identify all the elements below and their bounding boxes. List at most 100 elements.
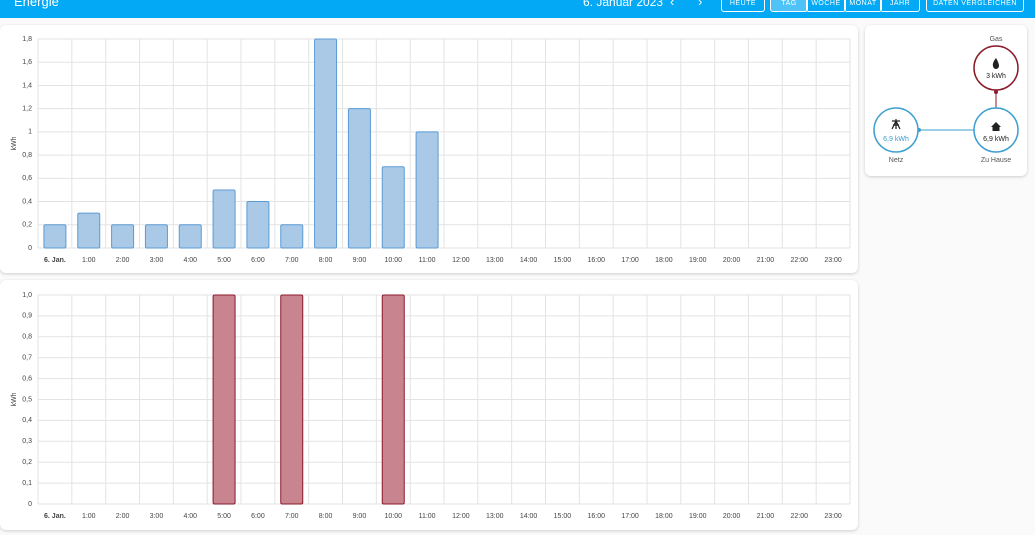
- x-tick-label: 23:00: [824, 513, 842, 520]
- x-tick-label: 1:00: [82, 513, 96, 520]
- x-tick-label: 6:00: [251, 257, 265, 264]
- x-tick-label: 5:00: [217, 513, 231, 520]
- x-tick-label: 14:00: [520, 257, 538, 264]
- year-button[interactable]: JAHR: [880, 0, 920, 12]
- x-tick-label: 18:00: [655, 257, 673, 264]
- grid-label: Netz: [889, 157, 904, 164]
- y-tick-label: 0,7: [22, 355, 32, 362]
- x-tick-label: 3:00: [150, 257, 164, 264]
- y-tick-label: 0,9: [22, 313, 32, 320]
- x-tick-label: 11:00: [419, 257, 436, 264]
- y-tick-label: 0,5: [22, 396, 32, 403]
- x-tick-label: 18:00: [655, 513, 673, 520]
- x-tick-label: 9:00: [353, 513, 367, 520]
- flow-dot: [994, 90, 998, 94]
- today-button[interactable]: HEUTE: [721, 0, 765, 12]
- x-tick-label: 13:00: [486, 513, 504, 520]
- bar: [246, 201, 270, 249]
- grid-node: [873, 107, 919, 153]
- next-button[interactable]: ›: [698, 0, 703, 9]
- app-header: Energie 6. Januar 2023 ‹ › HEUTE TAG WOC…: [0, 0, 1035, 18]
- bar: [178, 224, 202, 249]
- y-tick-label: 1,4: [22, 82, 32, 89]
- x-tick-label: 10:00: [384, 257, 402, 264]
- week-button[interactable]: WOCHE: [806, 0, 846, 12]
- x-tick-label: 7:00: [285, 513, 299, 520]
- x-tick-label: 6. Jan.: [44, 513, 66, 520]
- y-tick-label: 0,8: [22, 152, 32, 159]
- bar: [381, 294, 405, 505]
- x-tick-label: 21:00: [757, 513, 775, 520]
- bar: [144, 224, 168, 249]
- grid-value: 6,9 kWh: [883, 136, 909, 143]
- x-tick-label: 1:00: [82, 257, 96, 264]
- y-tick-label: 0,2: [22, 459, 32, 466]
- x-tick-label: 17:00: [621, 257, 639, 264]
- x-tick-label: 12:00: [452, 257, 470, 264]
- energy-flow: Gas 3 kWh 6,9 kWh Netz 6,9 kWh Zu Hause: [873, 36, 1019, 164]
- y-tick-label: 1,0: [22, 292, 32, 299]
- x-tick-label: 22:00: [790, 513, 808, 520]
- x-tick-label: 15:00: [554, 513, 572, 520]
- chart: 0 0,2 0,4 0,6 0,8 1 1,2 1,4 1,6 1,8 kWh 6. Jan. 1:00…: [11, 36, 851, 264]
- y-tick-label: 0,4: [22, 198, 32, 205]
- y-tick-label: 0,4: [22, 417, 32, 424]
- x-tick-label: 19:00: [689, 257, 707, 264]
- y-tick-label: 1,2: [22, 106, 32, 113]
- y-tick-label: 0,6: [22, 175, 32, 182]
- y-axis-label: kWh: [11, 392, 18, 406]
- chart-card: 0 0,1 0,2 0,3 0,4 0,5 0,6 0,7 0,8 0,9 1,0 kWh 6. Jan…: [0, 280, 858, 530]
- x-tick-label: 4:00: [183, 513, 197, 520]
- month-button[interactable]: MONAT: [844, 0, 882, 12]
- x-tick-label: 3:00: [150, 513, 164, 520]
- x-tick-label: 8:00: [319, 513, 333, 520]
- bar: [280, 224, 304, 249]
- x-tick-label: 14:00: [520, 513, 538, 520]
- x-tick-label: 10:00: [384, 513, 402, 520]
- x-tick-label: 22:00: [790, 257, 808, 264]
- x-tick-label: 23:00: [824, 257, 842, 264]
- y-tick-label: 0: [28, 501, 32, 508]
- energy-flow-card: Gas 3 kWh 6,9 kWh Netz 6,9 kWh Zu Hause: [865, 25, 1027, 176]
- x-tick-label: 2:00: [116, 513, 130, 520]
- x-tick-label: 6. Jan.: [44, 257, 66, 264]
- prev-button[interactable]: ‹: [670, 0, 675, 9]
- y-axis-label: kWh: [11, 136, 18, 150]
- y-tick-label: 1: [28, 129, 32, 136]
- y-tick-label: 1,8: [22, 36, 32, 43]
- bar: [43, 224, 67, 249]
- x-tick-label: 9:00: [353, 257, 367, 264]
- bar: [77, 212, 101, 249]
- x-tick-label: 16:00: [587, 257, 605, 264]
- x-tick-label: 20:00: [723, 257, 741, 264]
- x-tick-label: 6:00: [251, 513, 265, 520]
- x-tick-label: 19:00: [689, 513, 707, 520]
- x-tick-label: 2:00: [116, 257, 130, 264]
- bar: [381, 166, 405, 249]
- bar: [111, 224, 135, 249]
- chart: 0 0,1 0,2 0,3 0,4 0,5 0,6 0,7 0,8 0,9 1,0 kWh 6. Jan…: [11, 292, 851, 520]
- x-tick-label: 16:00: [587, 513, 605, 520]
- y-tick-label: 0,3: [22, 438, 32, 445]
- x-tick-label: 21:00: [757, 257, 775, 264]
- y-tick-label: 1,6: [22, 59, 32, 66]
- y-tick-label: 0,1: [22, 480, 32, 487]
- y-tick-label: 0,8: [22, 334, 32, 341]
- date[interactable]: 6. Januar 2023: [583, 0, 664, 9]
- x-tick-label: 5:00: [217, 257, 231, 264]
- bar: [280, 294, 304, 505]
- x-tick-label: 12:00: [452, 513, 470, 520]
- day-button[interactable]: TAG: [770, 0, 808, 12]
- compare-button[interactable]: DATEN VERGLEICHEN: [926, 0, 1024, 12]
- y-tick-label: 0,2: [22, 222, 32, 229]
- bar: [212, 189, 236, 249]
- x-tick-label: 15:00: [554, 257, 572, 264]
- x-tick-label: 7:00: [285, 257, 299, 264]
- y-tick-label: 0: [28, 245, 32, 252]
- x-tick-label: 4:00: [183, 257, 197, 264]
- bar: [314, 38, 338, 249]
- x-tick-label: 17:00: [621, 513, 639, 520]
- bar: [415, 131, 439, 249]
- gas-value: 3 kWh: [986, 73, 1006, 80]
